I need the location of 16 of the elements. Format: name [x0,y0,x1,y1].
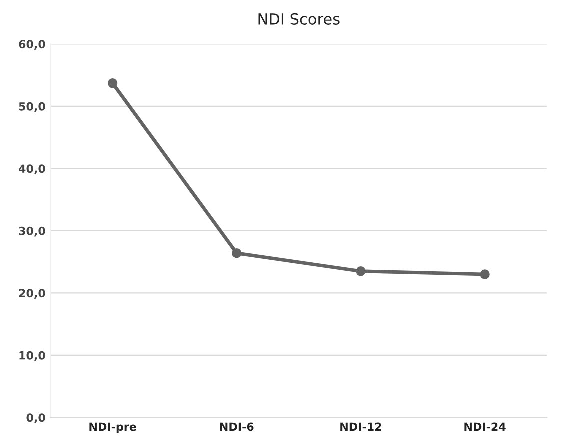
point [480,270,490,280]
y-tick-label: 0,0 [26,414,46,424]
point [232,248,242,258]
y-tick-label: 20,0 [19,289,46,299]
chart-title: NDI Scores [258,13,340,25]
y-tick-label: 30,0 [19,226,46,237]
point [356,266,366,276]
x-tick-label: NDI-pre [90,422,136,434]
y-tick-label: 40,0 [18,164,46,174]
x-tick-label: NDI-24 [464,422,506,431]
y-tick-label: 50,0 [19,102,46,112]
y-tick-label: 60,0 [19,40,46,50]
y-tick-label: 10,0 [20,351,46,362]
x-tick-label: NDI-6 [220,422,254,432]
point [108,78,118,88]
x-tick-label: NDI-12 [340,422,382,431]
